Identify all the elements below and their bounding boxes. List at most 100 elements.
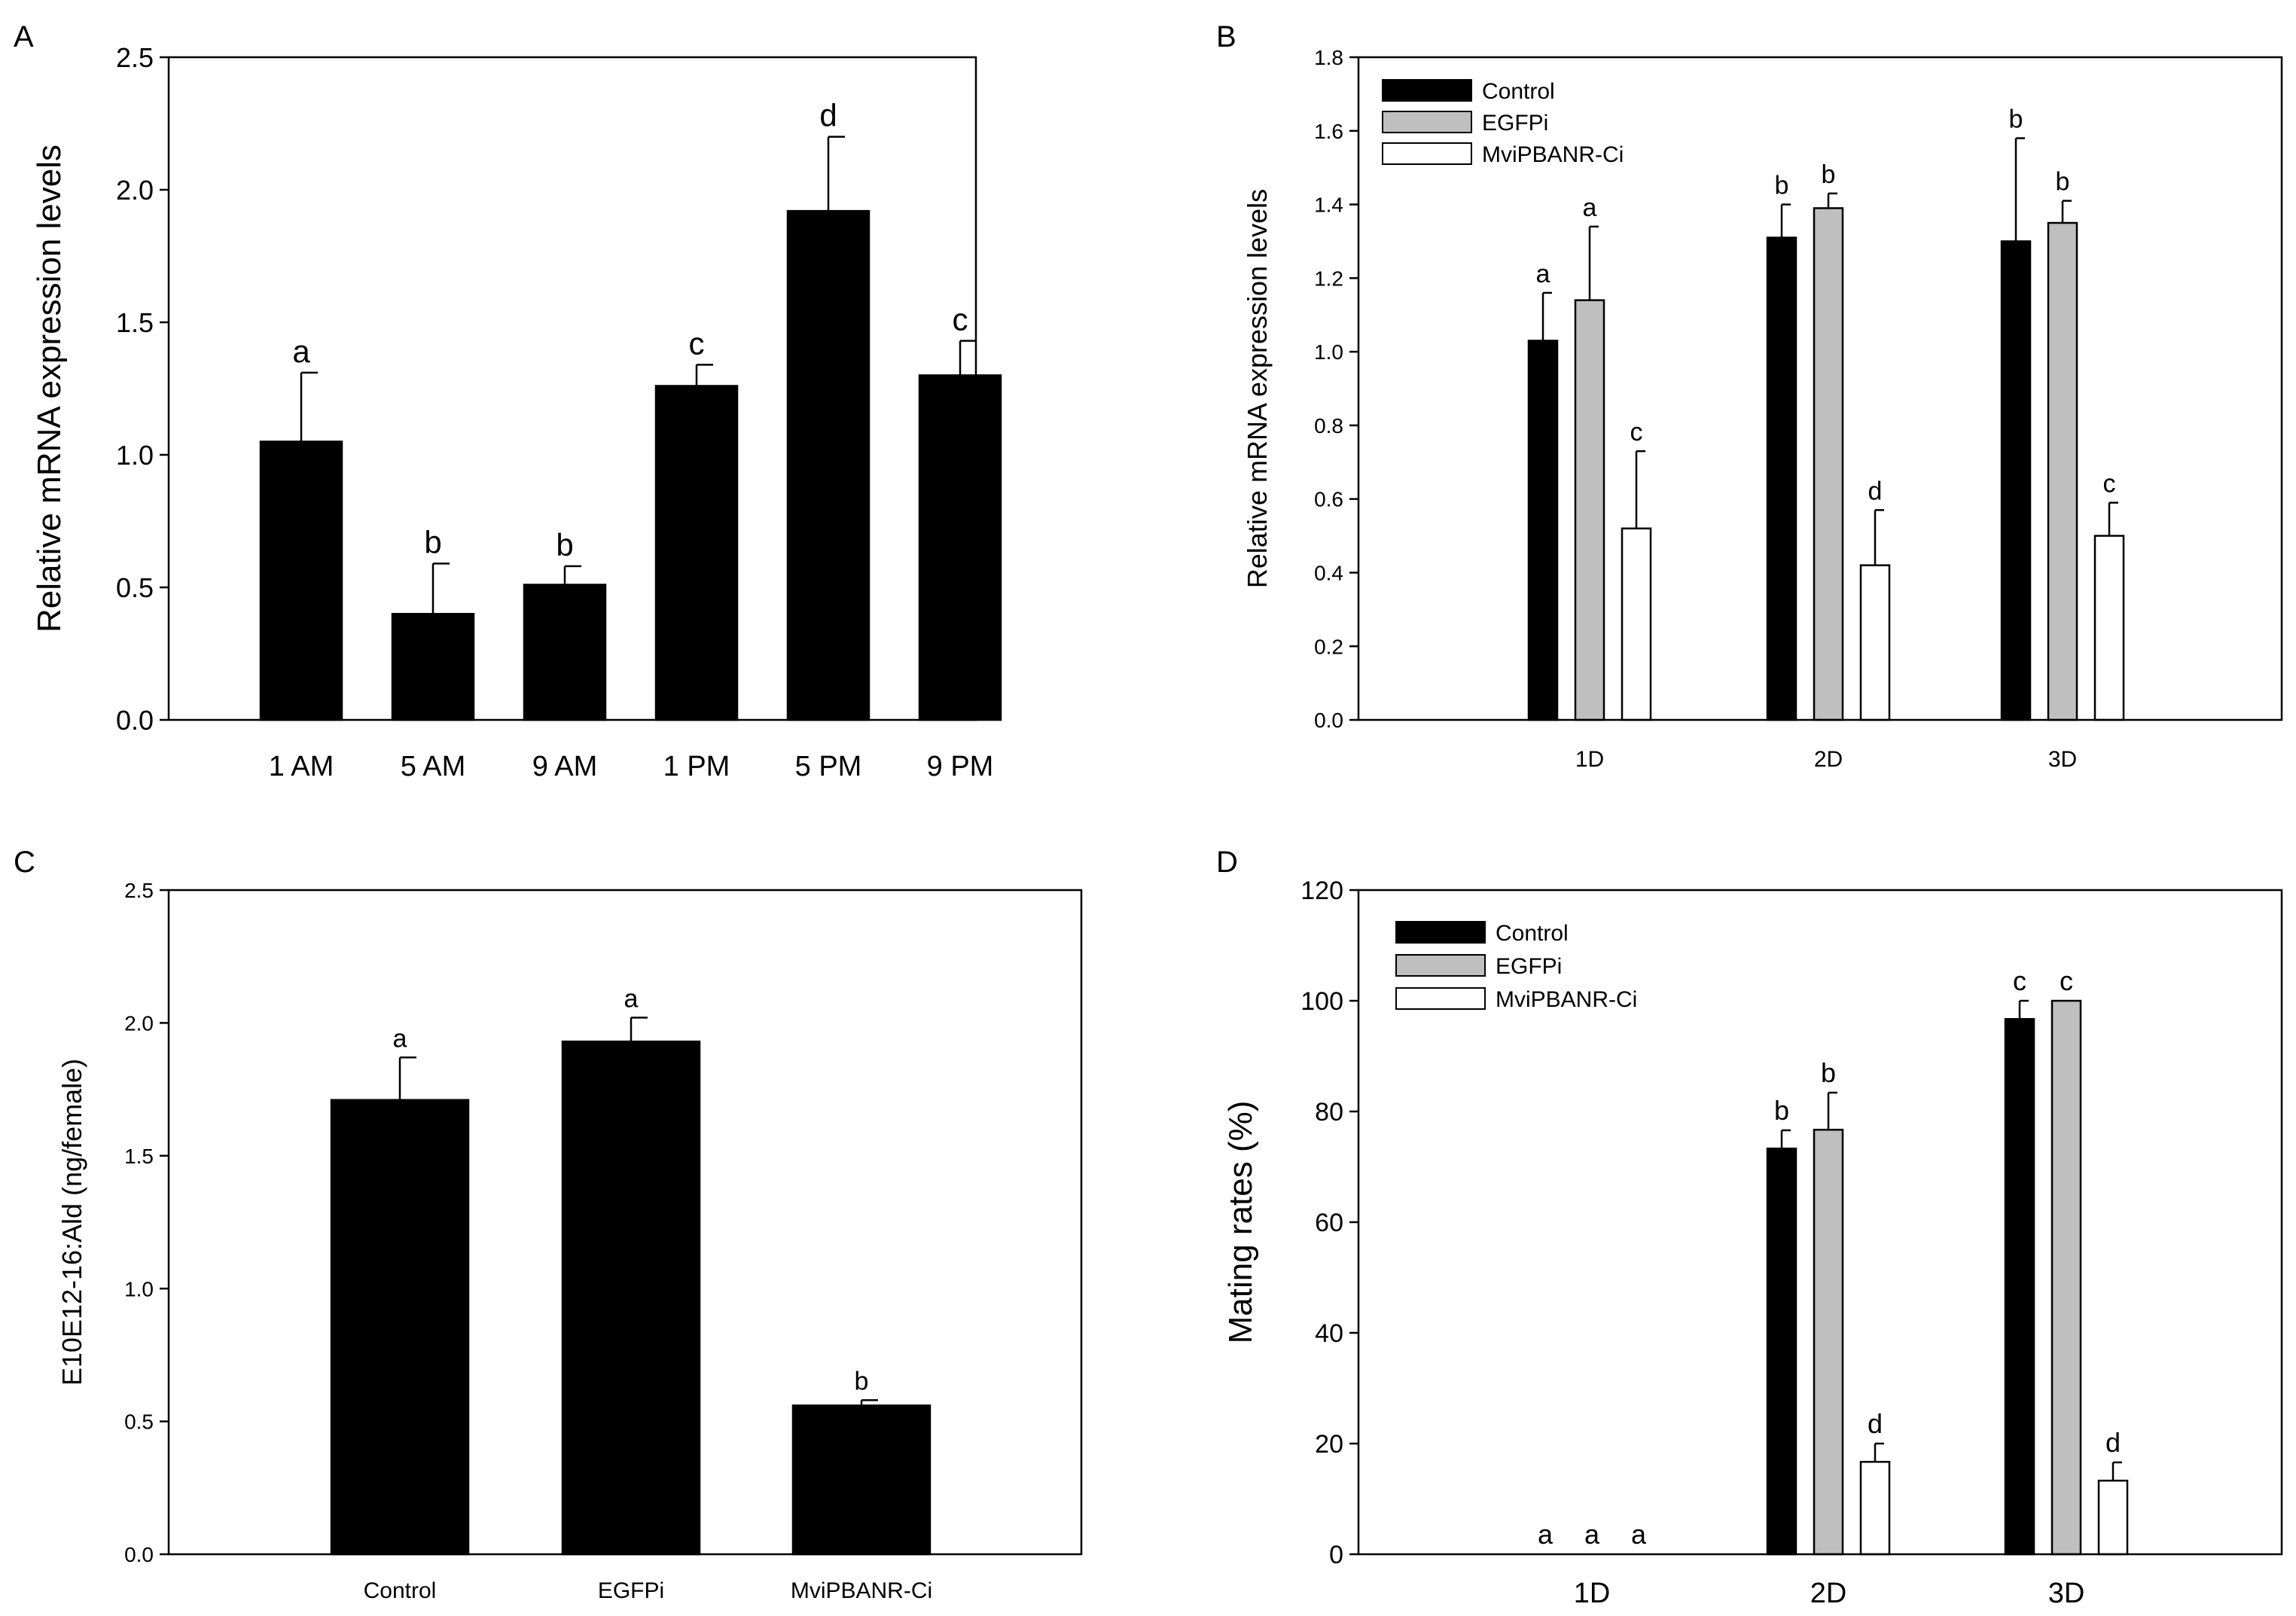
legend-label: MviPBANR-Ci	[1496, 987, 1637, 1012]
y-tick-label: 0.0	[116, 705, 154, 736]
legend-label: EGFPi	[1482, 111, 1548, 136]
significance-letter: c	[2103, 470, 2116, 499]
panel-c: C E10E12-16:Ald (ng/female) 0.0 0.5 1.0 1.5 2.…	[14, 846, 1083, 1603]
bar	[1621, 527, 1652, 721]
legend-swatch	[1382, 142, 1472, 165]
bar	[1766, 1147, 1797, 1556]
y-tick-label: 2.0	[124, 1011, 154, 1035]
y-tick-label: 0.0	[1314, 709, 1343, 732]
bar	[2093, 535, 2125, 721]
significance-letter: b	[1821, 1057, 1836, 1088]
legend-label: Control	[1482, 79, 1555, 104]
legend-label: MviPBANR-Ci	[1482, 142, 1624, 167]
y-axis-title: E10E12-16:Ald (ng/female)	[56, 1059, 87, 1386]
bar	[1527, 340, 1559, 721]
y-axis-title: Relative mRNA expression levels	[31, 145, 68, 633]
bar	[259, 441, 343, 721]
bar	[2097, 1479, 2129, 1556]
legend-swatch	[1395, 921, 1486, 944]
y-tick-label: 100	[1300, 987, 1343, 1016]
significance-letter: a	[1631, 1519, 1647, 1550]
bar	[918, 374, 1002, 721]
y-tick-label: 1.2	[1314, 267, 1343, 290]
legend-swatch	[1395, 987, 1486, 1010]
significance-letter: a	[393, 1024, 407, 1053]
x-tick-label: 1 PM	[663, 751, 730, 782]
axes-frame	[167, 56, 977, 721]
significance-letter: c	[689, 325, 705, 361]
bar	[2047, 221, 2078, 721]
y-tick-label: 2.5	[124, 879, 154, 902]
y-tick-label: 20	[1315, 1430, 1343, 1459]
x-tick-label: 9 PM	[927, 751, 994, 782]
significance-letter: b	[2056, 168, 2070, 197]
bar	[1766, 236, 1797, 721]
axes-frame	[1357, 56, 2283, 721]
significance-letter: a	[1538, 1519, 1554, 1550]
axes-frame	[1357, 889, 2283, 1556]
x-tick-label: MviPBANR-Ci	[791, 1578, 932, 1603]
y-tick-label: 1.0	[116, 440, 154, 471]
panel-a: A Relative mRNA expression levels 0.0 0.5 1.…	[14, 20, 1002, 782]
significance-letter: c	[2060, 965, 2073, 996]
significance-letter: b	[2009, 105, 2023, 134]
x-tick-label: 5 PM	[795, 751, 862, 782]
y-tick-label: 0.5	[124, 1410, 154, 1434]
bar	[1813, 1129, 1844, 1556]
bar	[391, 612, 475, 721]
y-tick-label: 0.5	[116, 572, 154, 603]
significance-letter: b	[1775, 172, 1789, 200]
bar	[523, 584, 607, 721]
y-tick-label: 40	[1315, 1319, 1343, 1348]
x-tick-label: 1D	[1574, 1578, 1611, 1609]
significance-letter: b	[855, 1367, 869, 1395]
legend-label: Control	[1496, 921, 1569, 946]
significance-letter: b	[1822, 160, 1836, 189]
x-tick-label: 1 AM	[269, 751, 334, 782]
significance-letter: a	[1584, 1519, 1600, 1550]
y-tick-label: 0.2	[1314, 635, 1343, 658]
bar	[1859, 564, 1891, 721]
x-tick-label: 9 AM	[532, 751, 598, 782]
y-tick-label: 0.0	[124, 1543, 154, 1566]
bar	[1813, 207, 1844, 721]
significance-letter: d	[1868, 477, 1883, 505]
legend-swatch	[1382, 79, 1472, 102]
bar	[1859, 1461, 1891, 1556]
panel-label: C	[14, 846, 35, 879]
y-tick-label: 0.6	[1314, 488, 1343, 511]
y-axis-title: Relative mRNA expression levels	[1242, 189, 1273, 588]
bar	[330, 1099, 470, 1556]
bar	[654, 385, 739, 721]
y-tick-label: 1.4	[1314, 194, 1343, 217]
y-tick-label: 1.0	[1314, 340, 1343, 364]
panel-b: B Relative mRNA expression levels 0.0 0.2 0.…	[1216, 20, 2283, 772]
x-tick-label: 2D	[1810, 1578, 1847, 1609]
x-tick-label: 3D	[2048, 747, 2077, 772]
y-tick-label: 1.0	[124, 1277, 154, 1300]
significance-letter: c	[2013, 965, 2026, 996]
significance-letter: a	[1583, 194, 1597, 222]
significance-letter: a	[1536, 260, 1550, 288]
significance-letter: c	[1630, 418, 1643, 447]
significance-letter: b	[424, 524, 441, 560]
bar	[786, 209, 871, 721]
y-axis-title: Mating rates (%)	[1222, 1101, 1259, 1344]
bar	[1574, 299, 1605, 721]
significance-letter: b	[556, 527, 573, 563]
y-tick-label: 0	[1329, 1541, 1343, 1569]
y-tick-label: 1.5	[116, 307, 154, 338]
legend-swatch	[1382, 111, 1472, 133]
x-tick-label: EGFPi	[598, 1578, 664, 1603]
x-tick-label: 5 AM	[401, 751, 466, 782]
panel-label: A	[14, 20, 34, 53]
significance-letter: d	[1868, 1408, 1883, 1439]
y-tick-label: 2.5	[116, 42, 154, 73]
y-tick-label: 80	[1315, 1098, 1343, 1127]
bar	[2000, 240, 2032, 721]
legend-label: EGFPi	[1496, 954, 1562, 979]
y-tick-label: 1.5	[124, 1145, 154, 1168]
x-tick-label: 1D	[1575, 747, 1604, 772]
